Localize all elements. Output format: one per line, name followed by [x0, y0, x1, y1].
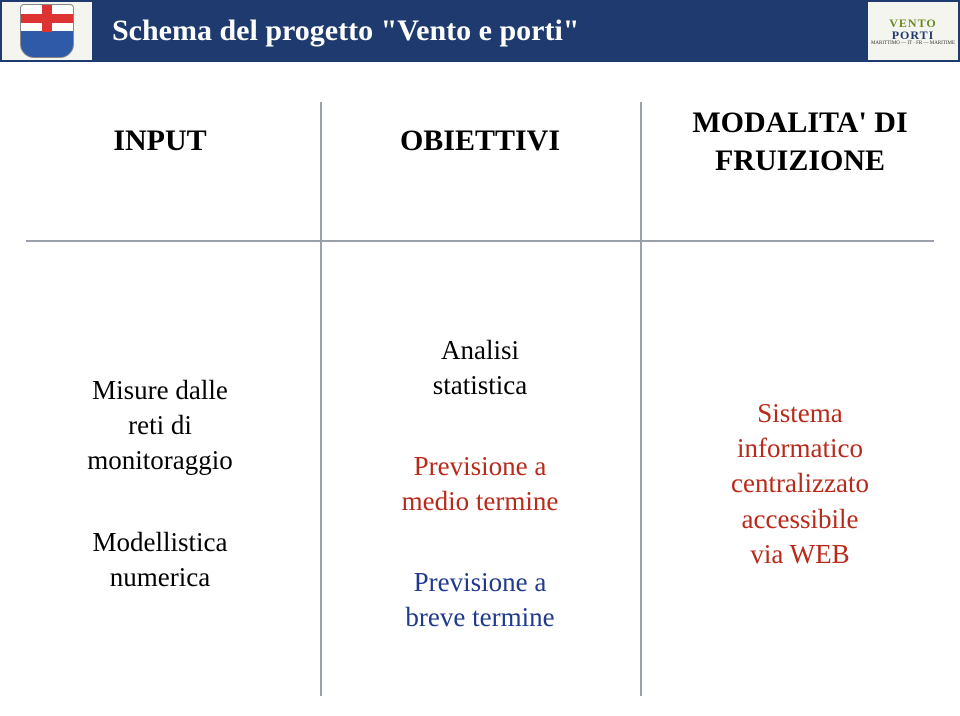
- column-fruizione-body: Sistema informatico centralizzato access…: [640, 272, 960, 696]
- vento-porti-logo-box: VENTO PORTI MARITTIMO — IT · FR — MARITI…: [866, 2, 958, 60]
- obiettivi-block-2: Previsione a medio termine: [402, 449, 559, 519]
- text-line: numerica: [93, 560, 228, 595]
- column-input-body: Misure dalle reti di monitoraggio Modell…: [0, 272, 320, 696]
- text-line: Analisi: [433, 333, 527, 368]
- obiettivi-block-1: Analisi statistica: [433, 333, 527, 403]
- fruizione-block: Sistema informatico centralizzato access…: [731, 396, 869, 571]
- logo-sub: MARITTIMO — IT · FR — MARITIME: [871, 41, 955, 46]
- text-line: Previsione a: [402, 449, 559, 484]
- column-header-fruizione: MODALITA' DI FRUIZIONE: [640, 62, 960, 189]
- obiettivi-block-3: Previsione a breve termine: [405, 565, 554, 635]
- logo-line1: VENTO: [871, 17, 955, 29]
- text-line: via WEB: [731, 537, 869, 572]
- text-line: accessibile: [731, 502, 869, 537]
- text-line: Modellistica: [93, 525, 228, 560]
- text-line: MODALITA' DI: [640, 104, 960, 142]
- header-title-box: Schema del progetto "Vento e porti": [94, 2, 866, 60]
- input-block-2: Modellistica numerica: [93, 525, 228, 595]
- crest-icon: [20, 4, 74, 58]
- column-obiettivi: OBIETTIVI Analisi statistica Previsione …: [320, 62, 640, 716]
- column-input: INPUT Misure dalle reti di monitoraggio …: [0, 62, 320, 716]
- text-line: medio termine: [402, 484, 559, 519]
- column-fruizione: MODALITA' DI FRUIZIONE Sistema informati…: [640, 62, 960, 716]
- text-line: statistica: [433, 368, 527, 403]
- header-title: Schema del progetto "Vento e porti": [112, 14, 579, 48]
- text-line: FRUIZIONE: [640, 142, 960, 180]
- text-line: informatico: [731, 431, 869, 466]
- schema-grid: INPUT Misure dalle reti di monitoraggio …: [0, 62, 960, 716]
- text-line: Misure dalle: [87, 373, 232, 408]
- text-line: reti di: [87, 408, 232, 443]
- input-block-1: Misure dalle reti di monitoraggio: [87, 373, 232, 478]
- column-header-obiettivi: OBIETTIVI: [320, 62, 640, 170]
- text-line: breve termine: [405, 600, 554, 635]
- text-line: monitoraggio: [87, 443, 232, 478]
- vento-porti-icon: VENTO PORTI MARITTIMO — IT · FR — MARITI…: [871, 17, 955, 46]
- text-line: Sistema: [731, 396, 869, 431]
- column-header-input: INPUT: [0, 62, 320, 170]
- text-line: centralizzato: [731, 466, 869, 501]
- crest-logo-box: [2, 2, 94, 60]
- column-obiettivi-body: Analisi statistica Previsione a medio te…: [320, 272, 640, 696]
- logo-line2: PORTI: [871, 29, 955, 41]
- header-bar: Schema del progetto "Vento e porti" VENT…: [0, 0, 960, 62]
- text-line: Previsione a: [405, 565, 554, 600]
